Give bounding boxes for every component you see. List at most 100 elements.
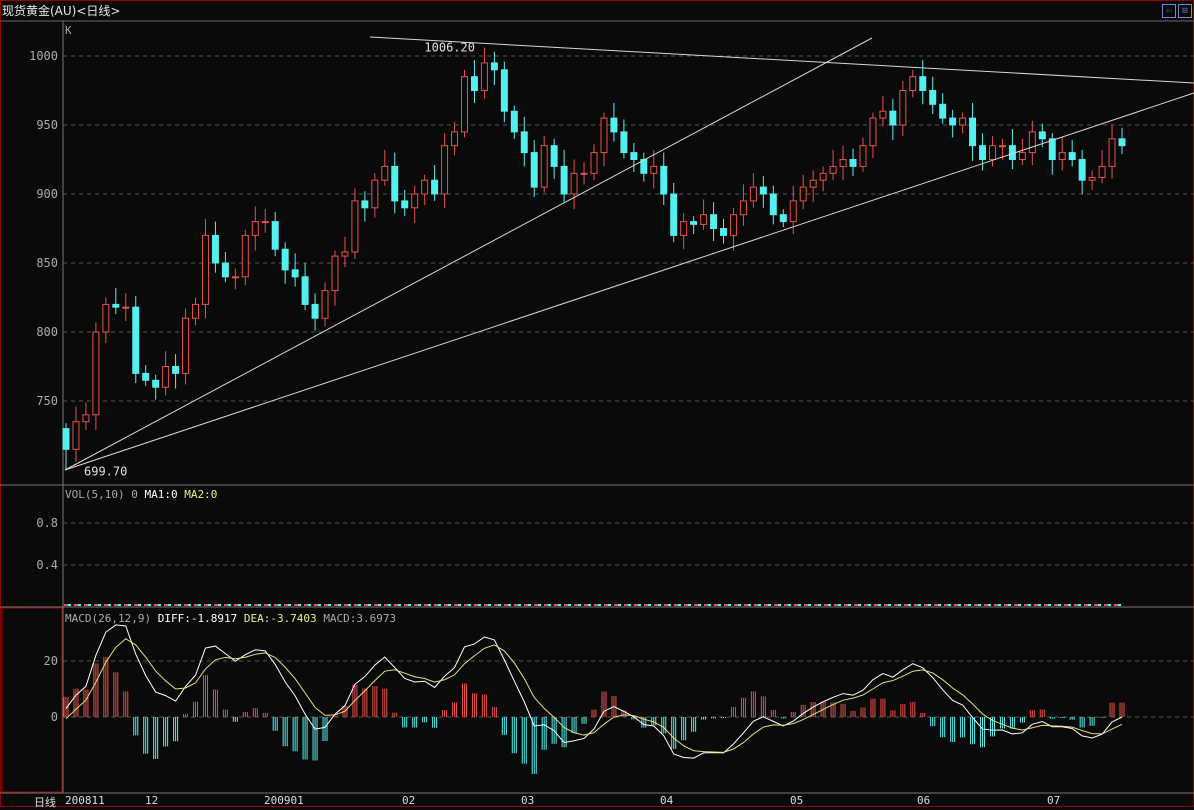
period-label: 日线 (34, 796, 56, 809)
candle-up (480, 62, 488, 92)
candle-down (520, 131, 528, 154)
candle-up (540, 145, 548, 188)
candle-up (799, 186, 807, 202)
candle-down (112, 303, 120, 308)
volume-value: 0 (131, 488, 138, 501)
macd-y-tick: 0 (50, 710, 58, 724)
candle-up (729, 214, 737, 236)
candle-up (580, 172, 588, 175)
candle-up (371, 179, 379, 209)
candle-up (251, 221, 259, 236)
x-tick: 07 (1047, 794, 1061, 807)
candle-up (989, 145, 996, 160)
candle-up (411, 193, 419, 209)
volume-y-tick: 0.8 (36, 516, 58, 530)
window-title: 现货黄金(AU)<日线> (2, 4, 121, 18)
candle-up (102, 303, 110, 333)
macd-diff: DIFF:-1.8917 (157, 612, 238, 625)
candle-up (590, 152, 598, 174)
candle-up (331, 255, 339, 292)
candle-down (779, 214, 787, 223)
candle-up (461, 76, 468, 133)
arrow-left-icon[interactable]: ⇦ (1162, 4, 1176, 18)
candle-up (570, 172, 578, 195)
candle-up (261, 221, 269, 224)
candle-up (680, 221, 688, 236)
candle-down (62, 428, 70, 450)
candle-up (839, 159, 847, 167)
candle-up (201, 234, 209, 305)
candle-up (1088, 176, 1096, 181)
candle-up (789, 200, 797, 223)
candle-down (221, 262, 229, 278)
macd-y-tick: 20 (43, 654, 58, 668)
candle-down (560, 165, 568, 195)
y-tick: 850 (36, 256, 58, 270)
candle-down (291, 269, 299, 278)
candle-down (550, 145, 558, 167)
candle-down (311, 303, 319, 319)
candle-up (739, 200, 747, 216)
candle-up (809, 179, 817, 188)
macd-value: MACD:3.6973 (323, 612, 397, 625)
candle-up (829, 165, 837, 174)
x-tick: 200811 (65, 794, 105, 807)
candle-down (361, 200, 369, 209)
candle-up (1108, 138, 1116, 167)
candle-up (650, 165, 658, 174)
candle-down (500, 69, 508, 112)
candle-down (470, 76, 478, 91)
volume-ma1: MA1:0 (144, 488, 178, 501)
trendline (64, 37, 873, 471)
y-tick: 900 (36, 187, 58, 201)
candle-up (700, 214, 708, 225)
candle-down (849, 159, 857, 167)
candle-down (610, 117, 618, 133)
macd-label: MACD(26,12,9) (65, 612, 152, 625)
candle-down (172, 366, 180, 374)
restore-icon[interactable]: ⊟ (1178, 4, 1192, 18)
candle-up (1098, 165, 1106, 178)
trendline (64, 92, 1194, 471)
window-buttons: ⇦ ⊟ (1162, 4, 1192, 18)
volume-legend: VOL(5,10) 0 MA1:0 MA2:0 (65, 488, 217, 501)
candle-down (929, 90, 937, 105)
candle-up (82, 414, 90, 423)
x-tick: 200901 (264, 794, 304, 807)
price-annotation: 1006.20 (424, 40, 475, 54)
candle-up (869, 117, 877, 147)
candle-up (1018, 152, 1026, 161)
candle-up (879, 110, 887, 119)
main-panel-label: K (65, 24, 72, 37)
macd-legend: MACD(26,12,9) DIFF:-1.8917 DEA:-3.7403 M… (65, 612, 396, 625)
candle-up (241, 234, 249, 278)
candle-down (271, 221, 279, 250)
price-annotation: 699.70 (84, 464, 127, 478)
x-tick: 03 (521, 794, 535, 807)
candle-up (1028, 131, 1036, 154)
candle-down (969, 117, 977, 147)
candle-up (859, 145, 867, 167)
candle-down (401, 200, 409, 209)
candle-down (211, 234, 219, 264)
x-tick: 05 (790, 794, 804, 807)
candle-down (660, 165, 668, 195)
candle-up (909, 76, 917, 91)
candle-down (919, 76, 927, 91)
y-tick: 1000 (29, 49, 58, 63)
candle-down (132, 306, 140, 374)
y-tick: 950 (36, 118, 58, 132)
candle-down (431, 179, 439, 195)
candle-up (441, 145, 449, 195)
volume-label: VOL(5,10) (65, 488, 125, 501)
candle-up (749, 186, 757, 202)
candle-down (759, 186, 767, 195)
candle-up (451, 131, 459, 147)
candle-up (182, 317, 190, 374)
candle-down (391, 165, 399, 202)
candle-down (640, 159, 648, 174)
candle-down (142, 372, 150, 381)
x-tick: 06 (917, 794, 931, 807)
candle-down (152, 379, 160, 388)
